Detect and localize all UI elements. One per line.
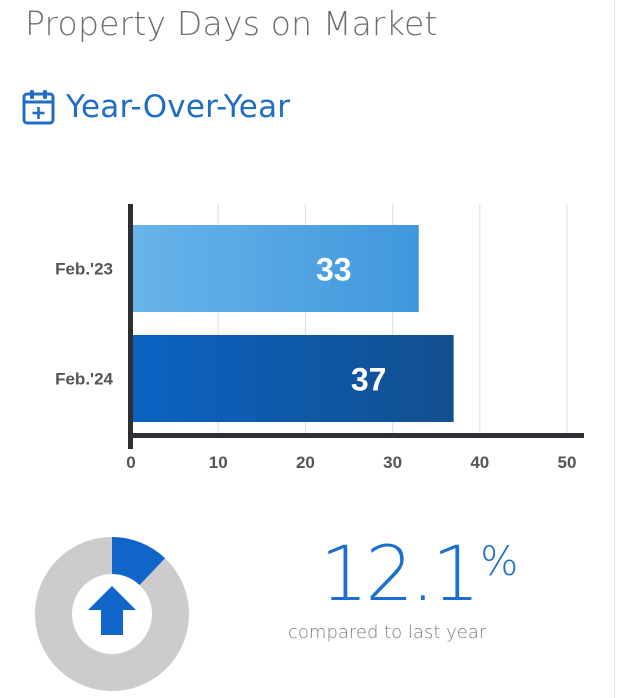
percent-change: 12.1% xyxy=(320,536,518,612)
percent-value: 12.1 xyxy=(320,529,480,618)
bar xyxy=(133,335,454,422)
x-tick-label: 10 xyxy=(209,453,228,472)
page-title: Property Days on Market xyxy=(25,4,438,43)
category-label: Feb.'23 xyxy=(55,260,113,279)
bar-value-label: 33 xyxy=(316,252,352,288)
x-tick-label: 40 xyxy=(470,453,489,472)
comparison-caption: compared to last year xyxy=(288,622,487,643)
category-label: Feb.'24 xyxy=(55,370,113,389)
section-heading-label: Year-Over-Year xyxy=(66,89,291,125)
x-tick-label: 50 xyxy=(558,453,577,472)
x-tick-label: 0 xyxy=(126,453,135,472)
calendar-plus-icon xyxy=(22,88,56,126)
x-tick-label: 20 xyxy=(296,453,315,472)
card-edge xyxy=(614,0,615,698)
section-heading: Year-Over-Year xyxy=(22,88,290,126)
y-axis-line xyxy=(128,204,133,449)
change-gauge xyxy=(34,537,190,691)
x-axis-line xyxy=(128,433,584,438)
bar-chart: 33 Feb.'23 37 Feb.'24 0 10 20 30 40 50 xyxy=(55,204,584,472)
bar xyxy=(133,225,419,312)
arrow-up-icon xyxy=(88,586,136,635)
x-tick-label: 30 xyxy=(383,453,402,472)
bar-value-label: 37 xyxy=(351,362,387,398)
percent-symbol: % xyxy=(480,539,519,585)
